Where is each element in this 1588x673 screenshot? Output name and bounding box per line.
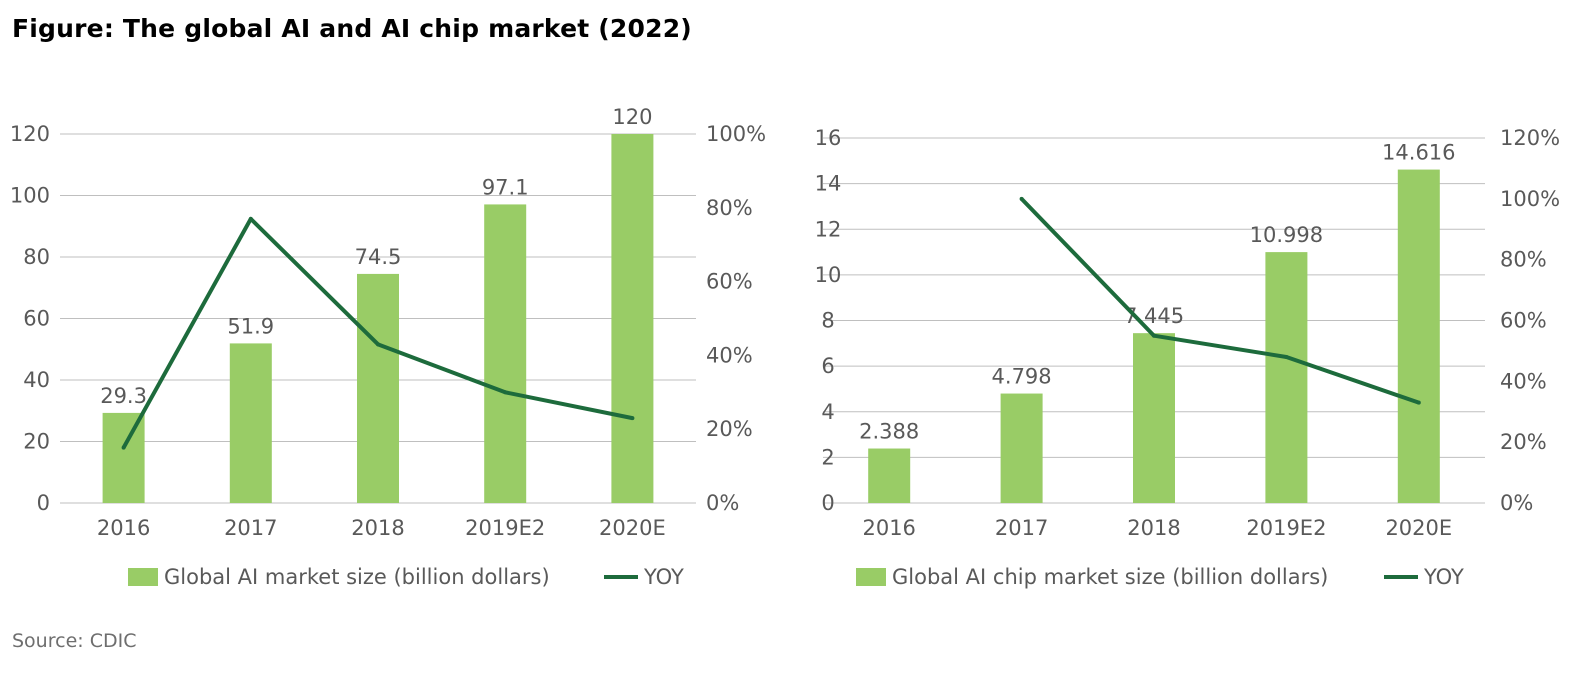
- chart2-x-tick-label: 2016: [862, 516, 915, 540]
- chart2-x-tick-label: 2020E: [1385, 516, 1452, 540]
- chart2-bar: [868, 448, 911, 503]
- chart1-bar: [484, 204, 527, 504]
- chart1-y-tick-label: 20: [23, 430, 50, 454]
- chart1-x-tick-label: 2017: [224, 516, 277, 540]
- chart1-yoy-point: [121, 445, 126, 450]
- chart1-y-tick-label: 100: [10, 184, 50, 208]
- chart2-yoy-point: [1284, 355, 1289, 359]
- chart2-legend-bar-label: Global AI chip market size (billion doll…: [892, 565, 1328, 589]
- chart1-y2-tick-label: 80%: [706, 196, 753, 220]
- chart2-yoy-point: [1152, 333, 1156, 338]
- chart1-x-tick-label: 2018: [351, 516, 404, 540]
- chart2-y2-tick-label: 60%: [1500, 309, 1547, 333]
- chart2-bar-value-label: 14.616: [1382, 141, 1455, 165]
- chart2-x-tick-label: 2019E2: [1246, 516, 1326, 540]
- chart2-y2-tick-label: 20%: [1500, 430, 1547, 454]
- chart1-y2-tick-label: 100%: [706, 122, 766, 146]
- chart2-y-tick-label: 16: [815, 126, 842, 150]
- chart2-y-tick-label: 14: [815, 172, 842, 196]
- chart2-legend-line-label: YOY: [1423, 565, 1464, 589]
- chart1-bar-value-label: 74.5: [355, 245, 402, 269]
- chart1-y-tick-label: 60: [23, 307, 50, 331]
- chart1-bar: [102, 412, 145, 503]
- chart1-yoy-point: [248, 216, 253, 221]
- chart2-y2-tick-label: 80%: [1500, 248, 1547, 272]
- chart2-bar-value-label: 4.798: [992, 365, 1052, 389]
- chart1-x-tick-label: 2019E2: [465, 516, 545, 540]
- chart1-yoy-point: [503, 390, 508, 395]
- chart2-x-tick-label: 2017: [995, 516, 1048, 540]
- chart2-bar-value-label: 2.388: [859, 420, 919, 444]
- chart2-legend-bar-swatch: [856, 568, 886, 586]
- chart2-y-tick-label: 0: [821, 491, 834, 515]
- chart2-yoy-point: [1019, 196, 1024, 201]
- chart1-legend-line-label: YOY: [643, 565, 684, 589]
- chart1-bar: [357, 273, 399, 503]
- chart1-y-tick-label: 0: [37, 491, 50, 515]
- chart1-legend-bar-label: Global AI market size (billion dollars): [164, 565, 550, 589]
- chart1-bar-value-label: 29.3: [100, 384, 147, 408]
- chart2-y-tick-label: 4: [821, 400, 834, 424]
- figure-title: Figure: The global AI and AI chip market…: [12, 14, 692, 43]
- chart1-x-tick-label: 2016: [97, 516, 150, 540]
- chart1-bar-value-label: 120: [612, 105, 652, 129]
- chart1-y-tick-label: 40: [23, 368, 50, 392]
- chart1-y2-tick-label: 40%: [706, 343, 753, 367]
- chart1-bar: [611, 134, 654, 503]
- chart2-y-tick-label: 8: [821, 309, 834, 333]
- chart2-y2-tick-label: 100%: [1500, 187, 1560, 211]
- chart2-y-tick-label: 6: [821, 354, 834, 378]
- chart1-y2-tick-label: 60%: [706, 270, 753, 294]
- chart2-y2-tick-label: 40%: [1500, 369, 1547, 393]
- source-note: Source: CDIC: [12, 630, 137, 652]
- chart1-x-tick-label: 2020E: [599, 516, 666, 540]
- chart2-y-tick-label: 12: [815, 217, 842, 241]
- chart1-yoy-point: [376, 342, 380, 347]
- chart1-bar-value-label: 51.9: [227, 314, 274, 338]
- chart1-y2-tick-label: 0%: [706, 491, 739, 515]
- chart2-bar: [1000, 393, 1043, 503]
- chart2-bar: [1133, 333, 1175, 503]
- chart1-y2-tick-label: 20%: [706, 417, 753, 441]
- chart2-yoy-point: [1416, 400, 1421, 405]
- chart2-y2-tick-label: 120%: [1500, 126, 1560, 150]
- chart2-y-tick-label: 2: [821, 445, 834, 469]
- chart2-bar: [1397, 169, 1440, 503]
- chart2-y2-tick-label: 0%: [1500, 491, 1533, 515]
- chart1-bar: [229, 343, 272, 503]
- chart1-legend-bar-swatch: [128, 568, 158, 586]
- chart1-y-tick-label: 120: [10, 122, 50, 146]
- chart2-bar-value-label: 10.998: [1250, 223, 1323, 247]
- chart1-yoy-point: [630, 416, 635, 421]
- chart1-bar-value-label: 97.1: [482, 175, 529, 199]
- chart1-y-tick-label: 80: [23, 245, 50, 269]
- chart2-bar: [1265, 252, 1308, 503]
- chart2-yoy-line: [1020, 197, 1420, 405]
- chart2-x-tick-label: 2018: [1127, 516, 1180, 540]
- chart2-y-tick-label: 10: [815, 263, 842, 287]
